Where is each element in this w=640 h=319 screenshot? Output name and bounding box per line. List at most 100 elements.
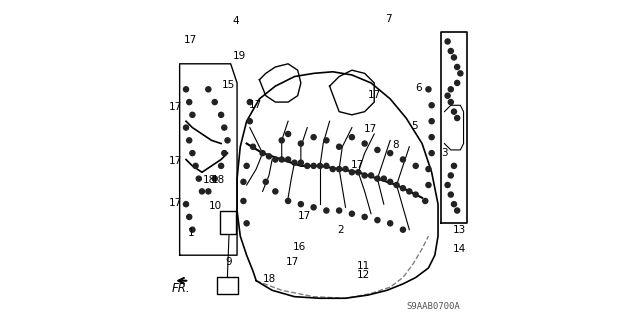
- Circle shape: [451, 163, 456, 168]
- Circle shape: [401, 186, 406, 191]
- Text: 10: 10: [209, 201, 222, 211]
- Circle shape: [454, 80, 460, 85]
- Circle shape: [279, 157, 284, 162]
- Circle shape: [426, 182, 431, 188]
- Circle shape: [221, 151, 227, 156]
- Circle shape: [388, 179, 393, 184]
- Text: 16: 16: [292, 242, 306, 252]
- Circle shape: [375, 218, 380, 223]
- Circle shape: [200, 189, 205, 194]
- Circle shape: [317, 163, 323, 168]
- Circle shape: [184, 87, 189, 92]
- Circle shape: [273, 157, 278, 162]
- Text: 1: 1: [188, 228, 194, 238]
- Circle shape: [381, 176, 387, 181]
- Circle shape: [422, 198, 428, 204]
- Circle shape: [375, 147, 380, 152]
- Circle shape: [311, 135, 316, 140]
- Circle shape: [445, 93, 450, 98]
- Text: 17: 17: [298, 211, 311, 221]
- Circle shape: [285, 131, 291, 137]
- Circle shape: [451, 202, 456, 207]
- Circle shape: [349, 170, 355, 175]
- Circle shape: [458, 71, 463, 76]
- Text: 3: 3: [441, 148, 448, 158]
- Text: 15: 15: [222, 79, 235, 90]
- Circle shape: [193, 163, 198, 168]
- Circle shape: [225, 138, 230, 143]
- Circle shape: [337, 208, 342, 213]
- Text: 18: 18: [202, 175, 216, 185]
- Circle shape: [369, 173, 374, 178]
- Circle shape: [292, 160, 297, 165]
- Text: 18: 18: [212, 175, 225, 185]
- Text: 4: 4: [232, 16, 239, 26]
- Circle shape: [298, 202, 303, 207]
- Circle shape: [190, 151, 195, 156]
- Circle shape: [337, 167, 342, 172]
- Circle shape: [206, 189, 211, 194]
- Circle shape: [311, 163, 316, 168]
- Text: FR.: FR.: [172, 282, 191, 295]
- Text: 17: 17: [169, 156, 182, 166]
- Circle shape: [324, 138, 329, 143]
- Circle shape: [184, 202, 189, 207]
- Circle shape: [279, 138, 284, 143]
- Circle shape: [337, 144, 342, 149]
- Circle shape: [190, 227, 195, 232]
- Circle shape: [448, 192, 453, 197]
- Circle shape: [196, 176, 202, 181]
- Circle shape: [454, 64, 460, 70]
- Text: 12: 12: [356, 270, 370, 280]
- Text: 17: 17: [286, 257, 300, 267]
- Text: 7: 7: [385, 13, 392, 24]
- Circle shape: [241, 198, 246, 204]
- Circle shape: [218, 112, 223, 117]
- Text: 17: 17: [249, 100, 262, 110]
- Circle shape: [324, 163, 329, 168]
- Circle shape: [413, 192, 419, 197]
- Circle shape: [349, 211, 355, 216]
- Circle shape: [260, 151, 265, 156]
- Text: 17: 17: [169, 102, 182, 112]
- Circle shape: [448, 100, 453, 105]
- Circle shape: [206, 87, 211, 92]
- Text: 17: 17: [364, 123, 377, 134]
- Text: 17: 17: [368, 90, 381, 100]
- Circle shape: [244, 163, 249, 168]
- Circle shape: [445, 39, 450, 44]
- Text: 17: 17: [351, 160, 364, 170]
- Circle shape: [305, 163, 310, 168]
- Circle shape: [218, 163, 223, 168]
- Circle shape: [273, 189, 278, 194]
- Circle shape: [407, 189, 412, 194]
- Circle shape: [285, 198, 291, 204]
- FancyBboxPatch shape: [218, 277, 237, 294]
- Circle shape: [451, 55, 456, 60]
- Circle shape: [266, 154, 271, 159]
- FancyBboxPatch shape: [220, 211, 236, 234]
- Circle shape: [324, 208, 329, 213]
- Circle shape: [250, 144, 255, 149]
- Circle shape: [454, 208, 460, 213]
- Text: 9: 9: [226, 256, 232, 267]
- Text: 11: 11: [356, 261, 370, 271]
- Circle shape: [445, 182, 450, 188]
- Circle shape: [448, 48, 453, 54]
- Circle shape: [285, 157, 291, 162]
- Text: S9AAB0700A: S9AAB0700A: [406, 302, 460, 311]
- Circle shape: [454, 115, 460, 121]
- Text: 2: 2: [337, 225, 344, 235]
- Text: 5: 5: [411, 121, 417, 131]
- Circle shape: [388, 221, 393, 226]
- Circle shape: [429, 151, 434, 156]
- Circle shape: [298, 141, 303, 146]
- Circle shape: [212, 176, 218, 181]
- Circle shape: [187, 138, 192, 143]
- Circle shape: [184, 125, 189, 130]
- Circle shape: [426, 167, 431, 172]
- Text: 14: 14: [453, 244, 467, 254]
- Text: 13: 13: [453, 225, 467, 235]
- Circle shape: [349, 135, 355, 140]
- Text: 19: 19: [233, 51, 246, 61]
